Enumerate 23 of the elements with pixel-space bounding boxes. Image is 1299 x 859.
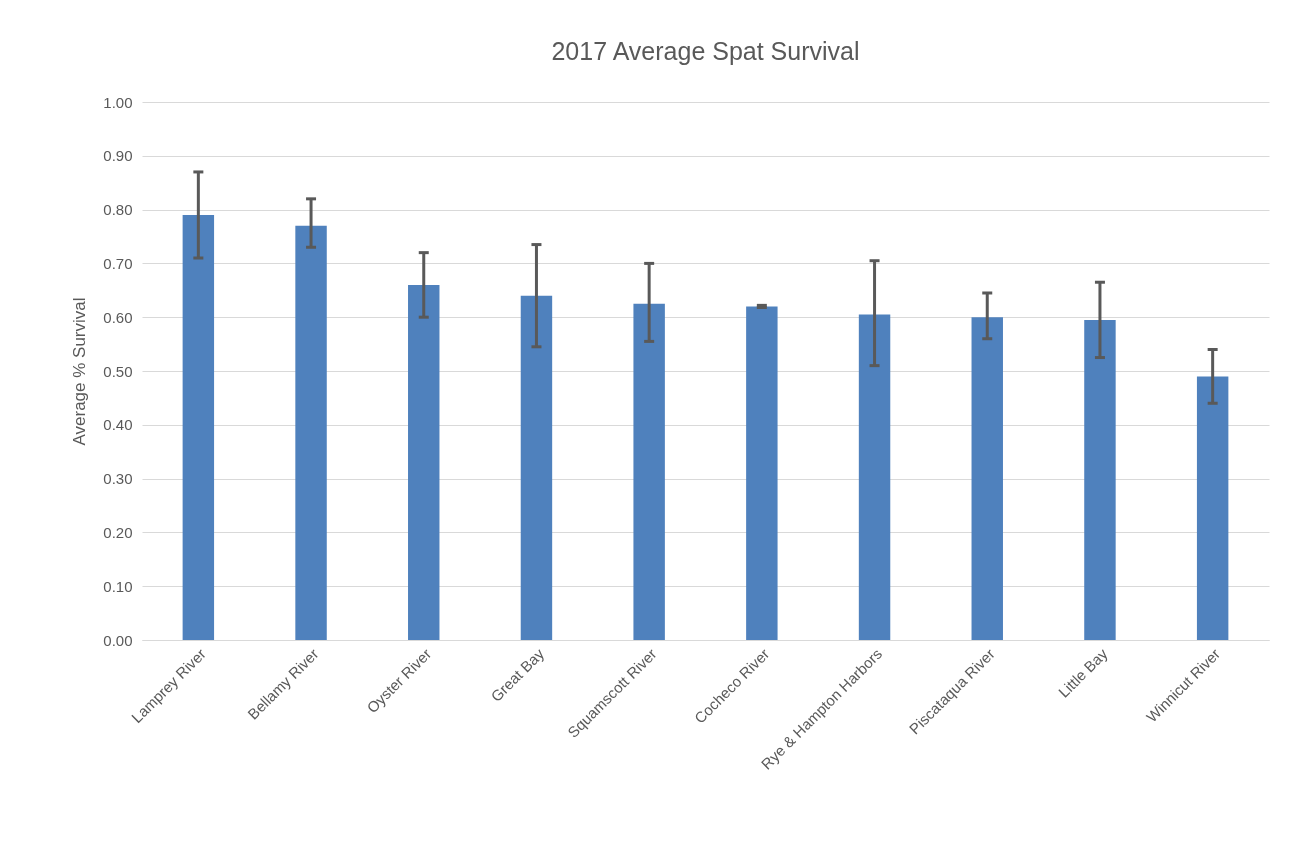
bar: [182, 214, 215, 640]
bar: [1084, 319, 1116, 640]
chart-title: 2017 Average Spat Survival: [551, 37, 860, 65]
bar: [295, 225, 327, 640]
y-tick-label: 0.90: [103, 147, 133, 165]
bar: [971, 317, 1003, 640]
y-axis-title: Average % Survival: [70, 297, 90, 446]
bar: [520, 295, 553, 640]
bar: [1196, 376, 1229, 640]
y-tick-label: 0.30: [103, 470, 133, 488]
y-tick-label: 0.00: [103, 631, 133, 649]
bar: [408, 284, 440, 640]
bar: [858, 314, 891, 640]
y-tick-label: 0.50: [103, 362, 133, 380]
y-tick-label: 0.60: [103, 308, 133, 326]
y-tick-label: 0.10: [103, 577, 133, 595]
y-tick-label: 0.20: [103, 523, 133, 541]
bar: [746, 306, 778, 640]
y-tick-label: 1.00: [103, 93, 133, 111]
bar: [633, 303, 665, 640]
y-tick-label: 0.70: [103, 254, 133, 272]
y-tick-label: 0.40: [103, 416, 133, 434]
y-tick-label: 0.80: [103, 201, 133, 219]
